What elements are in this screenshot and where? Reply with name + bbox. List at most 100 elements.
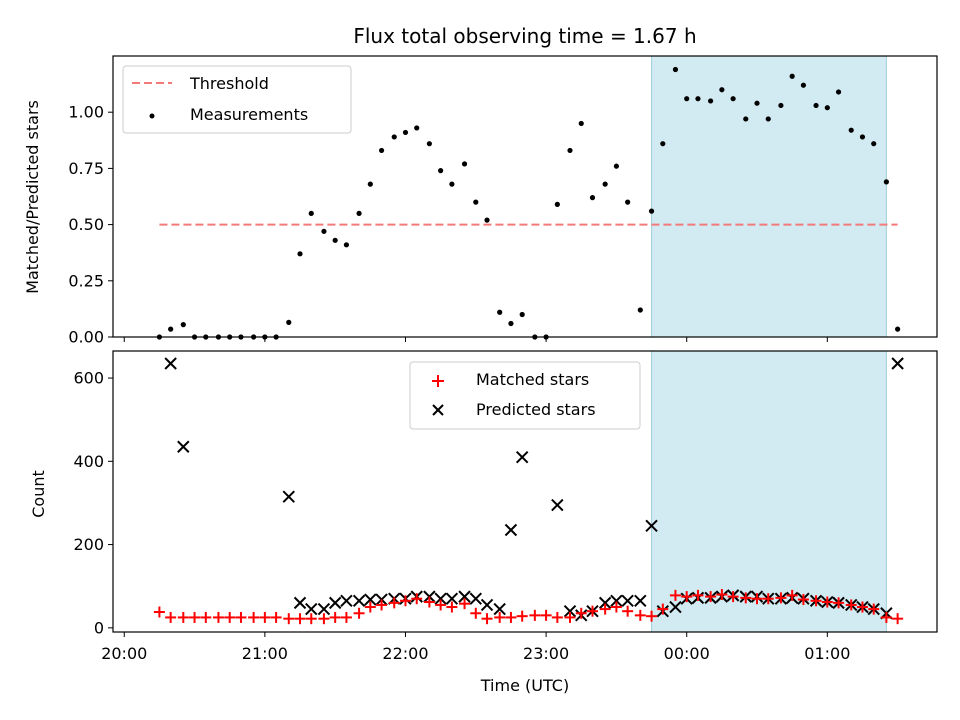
measurement-point bbox=[168, 326, 174, 332]
measurement-point bbox=[191, 334, 198, 340]
measurement-point bbox=[484, 217, 490, 223]
bottom-axes-frame bbox=[112, 350, 938, 633]
measurement-point bbox=[473, 199, 479, 205]
measurement-point bbox=[203, 334, 209, 340]
measurement-point bbox=[321, 228, 327, 234]
predicted-star-point bbox=[445, 592, 459, 605]
matched-star-point bbox=[727, 591, 739, 603]
top-ytick-label: 1.00 bbox=[68, 103, 104, 122]
predicted-star-point bbox=[563, 604, 577, 618]
predicted-star-point bbox=[305, 602, 318, 616]
measurement-point bbox=[765, 116, 771, 122]
predicted-star-point bbox=[317, 602, 331, 616]
predicted-star-point bbox=[328, 596, 342, 610]
matched-star-point bbox=[259, 611, 271, 623]
matched-star-point bbox=[446, 601, 458, 613]
matched-star-point bbox=[821, 596, 833, 608]
measurement-point bbox=[554, 201, 560, 207]
measurement-point bbox=[438, 168, 444, 174]
predicted-star-point bbox=[293, 596, 307, 610]
matched-star-point bbox=[892, 613, 904, 625]
matched-star-point bbox=[599, 603, 611, 615]
matched-star-point bbox=[586, 605, 598, 617]
matched-star-point bbox=[810, 595, 822, 607]
measurement-point bbox=[262, 334, 268, 340]
top-legend-frame bbox=[122, 65, 352, 134]
matched-star-point bbox=[353, 607, 365, 619]
measurement-point bbox=[356, 210, 362, 216]
matched-star-point bbox=[880, 611, 892, 623]
matched-star-point bbox=[540, 609, 552, 621]
measurement-point bbox=[835, 89, 842, 95]
matched-star-point bbox=[165, 611, 177, 623]
measurement-point bbox=[297, 251, 303, 257]
measurement-point bbox=[883, 179, 889, 185]
matched-star-point bbox=[740, 592, 752, 604]
matched-star-point bbox=[786, 589, 798, 601]
measurement-point bbox=[730, 96, 736, 102]
predicted-star-point bbox=[352, 594, 366, 607]
matched-star-point bbox=[856, 601, 868, 613]
predicted-star-point bbox=[504, 523, 518, 537]
measurement-point bbox=[508, 320, 514, 327]
measurement-point bbox=[824, 105, 830, 111]
measurement-point bbox=[578, 120, 584, 127]
measurement-point bbox=[367, 181, 373, 187]
legend-predicted-swatch bbox=[432, 404, 444, 416]
matched-star-point bbox=[177, 611, 189, 623]
predicted-star-point bbox=[458, 590, 471, 603]
measurement-point bbox=[567, 147, 573, 154]
predicted-star-point bbox=[669, 600, 682, 614]
measurement-point bbox=[215, 334, 222, 340]
matched-star-point bbox=[470, 607, 482, 619]
measurement-point bbox=[238, 334, 244, 340]
measurement-point bbox=[648, 208, 655, 214]
measurement-point bbox=[332, 237, 338, 243]
matched-star-point bbox=[775, 592, 787, 604]
predicted-star-point bbox=[164, 357, 177, 370]
matched-star-point bbox=[235, 611, 247, 623]
matched-star-point bbox=[762, 593, 774, 605]
matched-star-point bbox=[459, 598, 471, 610]
matched-star-point bbox=[364, 601, 376, 613]
measurement-point bbox=[778, 102, 784, 109]
matched-star-point bbox=[411, 593, 423, 605]
measurement-point bbox=[789, 73, 795, 79]
measurement-point bbox=[800, 82, 807, 88]
measurement-point bbox=[519, 311, 525, 318]
bottom-ytick-label: 600 bbox=[73, 369, 104, 388]
matched-star-point bbox=[212, 611, 224, 623]
measurement-point bbox=[497, 309, 503, 315]
matched-star-point bbox=[376, 599, 388, 611]
matched-star-point bbox=[716, 589, 728, 601]
predicted-star-point bbox=[621, 594, 634, 607]
bottom-xtick-label: 20:00 bbox=[101, 644, 147, 663]
matched-star-point bbox=[435, 599, 447, 611]
matched-star-point bbox=[797, 594, 809, 606]
measurement-point bbox=[895, 326, 901, 332]
bottom-legend: Matched stars Predicted stars bbox=[409, 361, 641, 430]
chart-title: Flux total observing time = 1.67 h bbox=[353, 24, 696, 48]
measurement-point bbox=[859, 134, 866, 140]
bottom-legend-frame bbox=[409, 361, 641, 430]
measurement-point bbox=[743, 116, 749, 122]
top-highlight-span bbox=[651, 55, 887, 338]
top-ytick-label: 0.50 bbox=[68, 215, 104, 234]
measurement-point bbox=[813, 102, 819, 109]
measurement-point bbox=[602, 181, 608, 187]
matched-star-point bbox=[610, 601, 622, 613]
top-ytick-label: 0.75 bbox=[68, 159, 104, 178]
bottom-xtick-label: 22:00 bbox=[382, 644, 428, 663]
x-axis-label: Time (UTC) bbox=[480, 676, 569, 695]
measurement-point bbox=[273, 334, 279, 340]
legend-predicted-label: Predicted stars bbox=[476, 400, 596, 419]
matched-star-point bbox=[200, 611, 212, 623]
top-axes-frame bbox=[112, 55, 938, 338]
measurement-point bbox=[637, 307, 643, 313]
measurement-point bbox=[660, 141, 666, 147]
top-ytick-label: 0.00 bbox=[68, 328, 104, 347]
measurement-point bbox=[251, 334, 257, 340]
measurement-point bbox=[871, 141, 877, 147]
measurement-point bbox=[672, 66, 679, 73]
bottom-ytick-label: 0 bbox=[94, 618, 104, 637]
